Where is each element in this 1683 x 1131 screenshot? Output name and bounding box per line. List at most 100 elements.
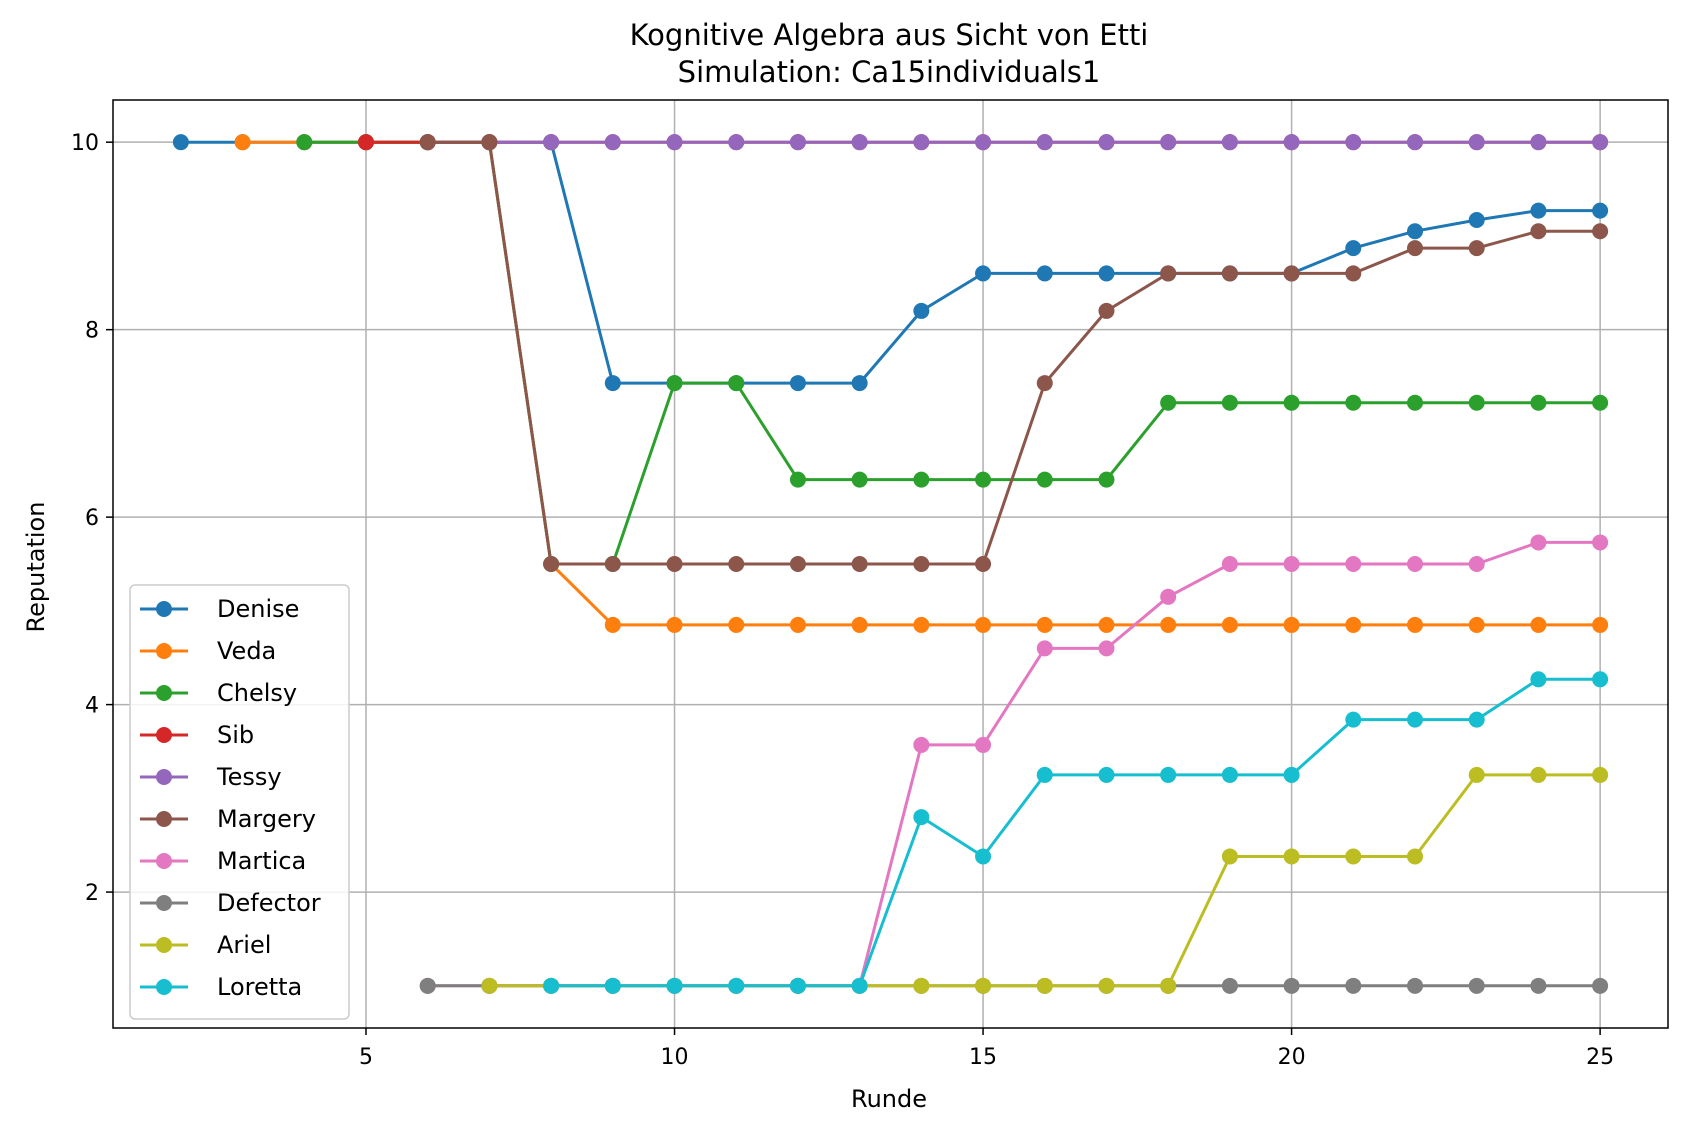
plot-frame	[112, 99, 1669, 1029]
legend-label-ariel: Ariel	[217, 931, 271, 959]
data-point-margery	[728, 556, 745, 572]
data-point-tessy	[1530, 134, 1547, 151]
data-point-chelsy	[789, 471, 806, 488]
data-point-loretta	[1036, 766, 1053, 783]
data-point-chelsy	[913, 471, 930, 488]
data-point-sib	[357, 134, 374, 151]
data-point-ariel	[975, 977, 992, 994]
data-point-chelsy	[666, 375, 683, 392]
legend-item-margery: Margery	[140, 805, 316, 833]
legend-label-chelsy: Chelsy	[217, 679, 297, 707]
data-point-margery	[789, 556, 806, 572]
data-point-ariel	[1530, 766, 1547, 783]
y-tick-label: 6	[85, 506, 99, 531]
series-group	[172, 134, 1609, 994]
data-point-tessy	[1036, 134, 1053, 151]
legend-marker-ariel	[156, 937, 172, 953]
data-point-loretta	[1407, 711, 1424, 728]
data-point-veda	[1345, 616, 1362, 633]
data-point-veda	[975, 616, 992, 633]
data-point-ariel	[1098, 977, 1115, 994]
data-point-veda	[234, 134, 251, 151]
data-point-loretta	[1530, 671, 1547, 688]
data-point-margery	[543, 556, 560, 572]
data-point-denise	[1345, 240, 1362, 257]
legend-label-tessy: Tessy	[216, 763, 282, 791]
data-point-margery	[913, 556, 930, 572]
data-point-tessy	[728, 134, 745, 151]
series-line-margery	[427, 140, 1601, 566]
data-point-loretta	[1592, 671, 1609, 688]
data-point-denise	[172, 134, 189, 151]
data-point-chelsy	[975, 471, 992, 488]
data-point-veda	[1283, 616, 1300, 633]
data-point-ariel	[1036, 977, 1053, 994]
data-point-tessy	[1407, 134, 1424, 151]
data-point-defector	[1592, 977, 1609, 994]
y-tick-label: 2	[85, 881, 99, 906]
data-point-tessy	[1283, 134, 1300, 151]
data-point-margery	[1530, 223, 1547, 240]
legend: Denise Veda Chelsy Sib Tessy Margery Martica De…	[129, 584, 350, 1020]
data-point-margery	[1345, 265, 1362, 282]
x-axis-label: Runde	[851, 1085, 927, 1113]
data-point-denise	[1098, 265, 1115, 282]
data-point-loretta	[1098, 766, 1115, 783]
legend-label-veda: Veda	[217, 637, 276, 665]
data-point-martica	[1036, 640, 1053, 657]
series-denise	[172, 134, 1609, 392]
data-point-ariel	[1407, 848, 1424, 865]
legend-marker-tessy	[156, 769, 172, 785]
legend-label-sib: Sib	[217, 721, 254, 749]
data-point-veda	[604, 616, 621, 633]
series-line-martica	[427, 540, 1601, 988]
data-point-tessy	[666, 134, 683, 151]
data-point-denise	[1530, 202, 1547, 219]
legend-item-denise: Denise	[140, 595, 299, 623]
legend-label-defector: Defector	[217, 889, 321, 917]
legend-item-sib: Sib	[140, 721, 254, 749]
data-point-tessy	[604, 134, 621, 151]
data-point-veda	[789, 616, 806, 633]
data-point-margery	[1592, 223, 1609, 240]
series-chelsy	[296, 134, 1609, 572]
data-point-veda	[1468, 616, 1485, 633]
data-point-margery	[481, 134, 498, 151]
data-point-margery	[604, 556, 621, 572]
series-line-denise	[180, 140, 1601, 385]
data-point-loretta	[1283, 766, 1300, 783]
chart-title: Kognitive Algebra aus Sicht von Etti	[630, 18, 1149, 52]
data-point-loretta	[1468, 711, 1485, 728]
legend-item-veda: Veda	[140, 637, 276, 665]
data-point-veda	[913, 616, 930, 633]
data-point-veda	[1036, 616, 1053, 633]
data-point-denise	[1407, 223, 1424, 240]
data-point-tessy	[975, 134, 992, 151]
data-point-martica	[913, 736, 930, 753]
data-point-margery	[1468, 240, 1485, 257]
data-point-ariel	[1468, 766, 1485, 783]
data-point-loretta	[1160, 766, 1177, 783]
data-point-chelsy	[1592, 394, 1609, 411]
data-point-tessy	[789, 134, 806, 151]
data-point-denise	[1468, 211, 1485, 228]
legend-item-chelsy: Chelsy	[140, 679, 297, 707]
data-point-chelsy	[1345, 394, 1362, 411]
axis-ticks: 5 10 15 20 25 2 4 6 8 10	[71, 131, 1614, 1070]
data-point-chelsy	[1530, 394, 1547, 411]
data-point-margery	[1283, 265, 1300, 282]
data-point-margery	[1160, 265, 1177, 282]
data-point-loretta	[1221, 766, 1238, 783]
series-margery	[419, 134, 1609, 572]
data-point-chelsy	[1468, 394, 1485, 411]
data-point-defector	[1407, 977, 1424, 994]
data-point-martica	[1283, 556, 1300, 572]
legend-label-martica: Martica	[217, 847, 306, 875]
data-point-denise	[604, 375, 621, 392]
data-point-tessy	[1345, 134, 1362, 151]
data-point-veda	[1160, 616, 1177, 633]
data-point-loretta	[666, 977, 683, 994]
legend-item-ariel: Ariel	[140, 931, 271, 959]
data-point-loretta	[913, 809, 930, 826]
